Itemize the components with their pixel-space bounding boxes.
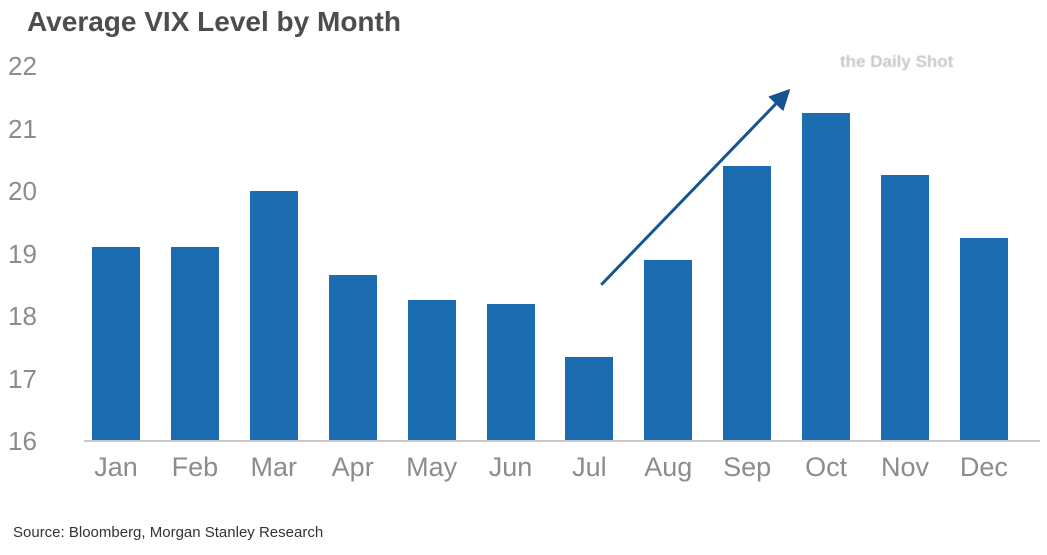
- x-tick-label-jul: Jul: [572, 452, 607, 482]
- bar-jul: [565, 356, 614, 441]
- x-tick-label-jan: Jan: [94, 452, 138, 482]
- y-tick-label: 18: [8, 301, 37, 331]
- bar-feb: [170, 247, 219, 441]
- y-tick-label: 19: [8, 238, 37, 269]
- bar-oct: [802, 112, 851, 441]
- bar-mar: [249, 191, 298, 441]
- bar-jun: [486, 303, 535, 441]
- x-tick-label-mar: Mar: [250, 452, 298, 482]
- x-tick-label-apr: Apr: [331, 452, 374, 482]
- x-tick-label-aug: Aug: [644, 452, 693, 482]
- x-axis-line: [84, 440, 1040, 442]
- source-note: Source: Bloomberg, Morgan Stanley Resear…: [13, 524, 324, 541]
- daily-shot-watermark: the Daily Shot: [840, 52, 954, 71]
- bar-sep: [723, 166, 772, 441]
- bar-jan: [92, 247, 140, 441]
- y-tick-label: 20: [8, 176, 37, 206]
- x-tick-label-feb: Feb: [171, 452, 219, 482]
- y-tick-label: 17: [8, 363, 37, 394]
- x-tick-label-nov: Nov: [880, 452, 929, 482]
- bar-dec: [959, 237, 1008, 441]
- x-tick-label-may: May: [406, 452, 458, 482]
- bar-aug: [644, 259, 693, 441]
- bar-may: [407, 300, 456, 441]
- y-tick-label: 21: [8, 113, 37, 144]
- x-tick-label-oct: Oct: [805, 452, 848, 482]
- y-tick-label: 22: [8, 51, 37, 81]
- bar-apr: [328, 275, 377, 441]
- x-tick-label-jun: Jun: [488, 452, 533, 482]
- chart-title: Average VIX Level by Month: [27, 6, 401, 37]
- x-tick-label-sep: Sep: [723, 452, 772, 482]
- bar-nov: [881, 175, 929, 441]
- x-tick-label-dec: Dec: [959, 452, 1008, 482]
- y-tick-label: 16: [8, 426, 37, 456]
